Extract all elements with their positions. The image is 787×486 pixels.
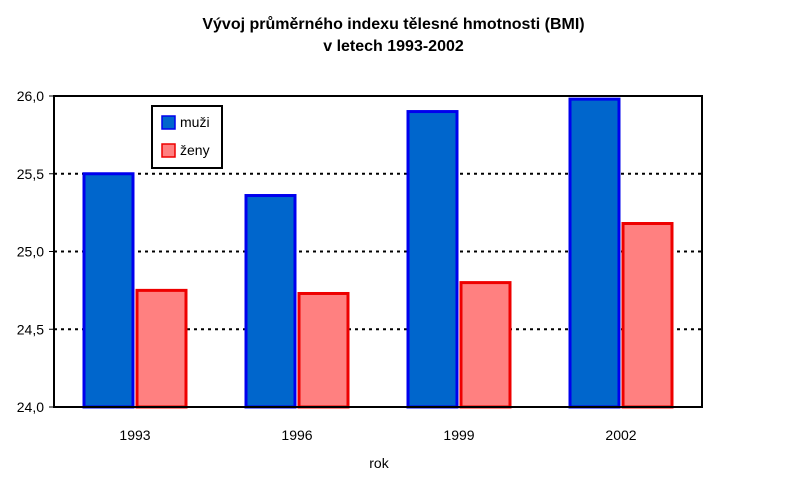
y-tick-label-3: 25,5 bbox=[17, 166, 44, 182]
x-axis-ticks: 1993 1996 1999 2002 bbox=[119, 427, 636, 443]
y-axis-ticks: 24,0 24,5 25,0 25,5 26,0 bbox=[17, 88, 54, 415]
legend: muži ženy bbox=[151, 105, 223, 169]
y-tick-label-4: 26,0 bbox=[17, 88, 44, 104]
bar-muzi-2002 bbox=[568, 97, 621, 409]
bars bbox=[82, 97, 674, 409]
legend-swatch-muzi bbox=[161, 115, 176, 130]
chart-title: Vývoj průměrného indexu tělesné hmotnost… bbox=[0, 14, 787, 58]
x-tick-label-1996: 1996 bbox=[281, 427, 312, 443]
bar-zeny-1996 bbox=[297, 291, 350, 409]
bar-zeny-1999 bbox=[459, 281, 512, 409]
x-tick-label-1993: 1993 bbox=[119, 427, 150, 443]
bar-muzi-1999 bbox=[406, 110, 459, 409]
bar-zeny-1993 bbox=[135, 288, 188, 409]
y-tick-label-0: 24,0 bbox=[17, 399, 44, 415]
x-tick-label-2002: 2002 bbox=[605, 427, 636, 443]
x-tick-label-1999: 1999 bbox=[443, 427, 474, 443]
y-tick-label-2: 25,0 bbox=[17, 244, 44, 260]
bar-muzi-1996 bbox=[244, 194, 297, 409]
bar-zeny-2002 bbox=[621, 222, 674, 409]
legend-label-muzi: muži bbox=[180, 114, 210, 130]
legend-label-zeny: ženy bbox=[180, 142, 210, 158]
chart-title-line-2: v letech 1993-2002 bbox=[323, 38, 464, 55]
x-axis-title: rok bbox=[369, 455, 389, 471]
bar-muzi-1993 bbox=[82, 172, 135, 409]
chart-title-line-1: Vývoj průměrného indexu tělesné hmotnost… bbox=[202, 16, 585, 33]
legend-swatch-zeny bbox=[161, 143, 176, 158]
y-tick-label-1: 24,5 bbox=[17, 321, 44, 337]
